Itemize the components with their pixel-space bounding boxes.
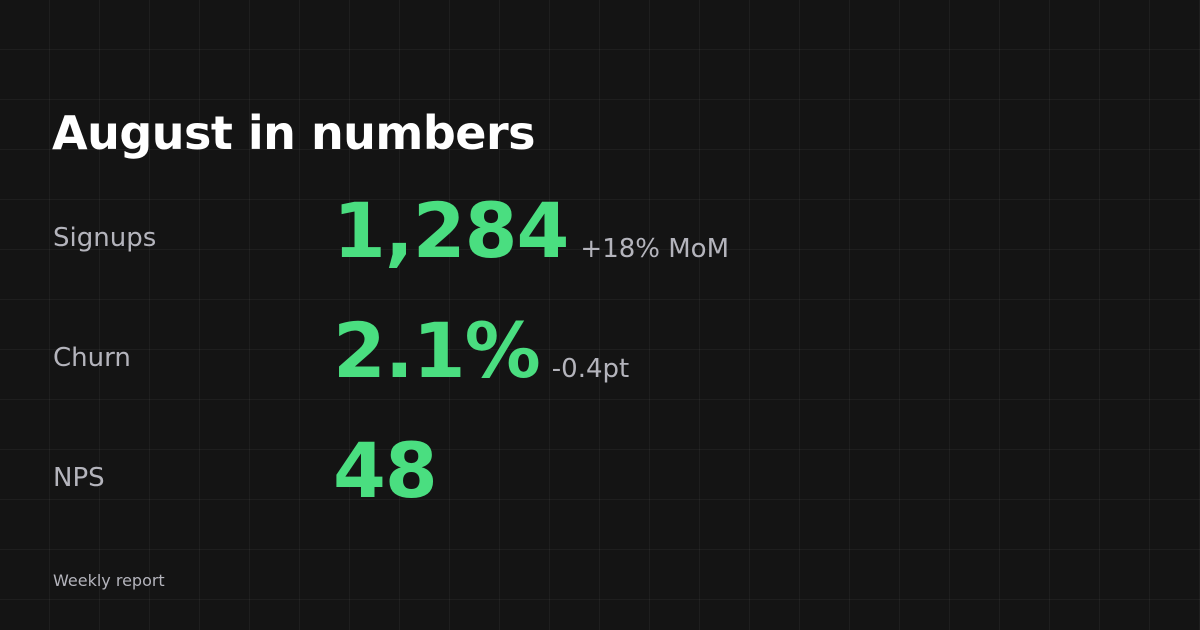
metric-figure: 1,284 +18% MoM [333,193,729,269]
footer: Weekly report [53,571,165,590]
metric-delta: -0.4pt [551,354,630,384]
metric-value: 48 [333,426,438,515]
metric-row: Churn 2.1% -0.4pt [0,285,1200,395]
metric-figure: 48 [333,426,438,515]
metric-row: NPS 48 [0,405,1200,515]
metric-label: NPS [53,463,105,493]
metric-label: Churn [53,343,131,373]
metric-value: 1,284 [333,186,569,275]
metric-value: 2.1% [333,306,541,395]
metric-row: Signups 1,284 +18% MoM [0,165,1200,275]
title: August in numbers [52,106,536,160]
metric-delta: +18% MoM [580,234,730,264]
metric-label: Signups [53,223,157,253]
metric-figure: 2.1% -0.4pt [333,313,629,389]
